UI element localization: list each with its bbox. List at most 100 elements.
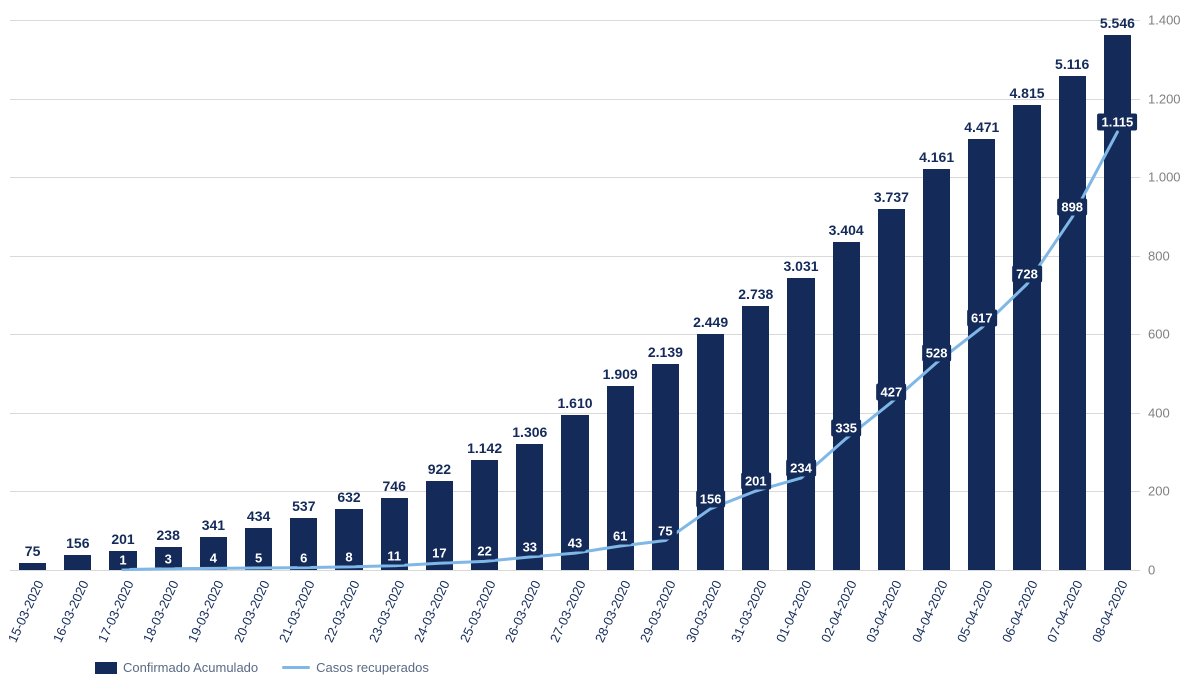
bar — [833, 242, 860, 570]
bar-value-label: 341 — [202, 517, 225, 533]
line-value-badge: 8 — [341, 548, 356, 565]
line-value-badge: 6 — [296, 549, 311, 566]
legend-label: Casos recuperados — [316, 660, 429, 675]
line-value-badge: 43 — [564, 535, 586, 552]
x-axis-tick-label: 05-04-2020 — [954, 578, 996, 645]
y-axis-tick-label: 1.200 — [1148, 91, 1181, 106]
x-axis-tick-label: 31-03-2020 — [728, 578, 770, 645]
bar-value-label: 632 — [337, 489, 360, 505]
x-axis-tick-label: 01-04-2020 — [773, 578, 815, 645]
line-value-badge: 617 — [967, 309, 997, 326]
line-value-badge: 11 — [383, 547, 405, 564]
line-value-badge: 1.115 — [1097, 113, 1137, 130]
gridline — [10, 20, 1140, 21]
bar-value-label: 4.161 — [919, 149, 954, 165]
line-value-badge: 898 — [1057, 199, 1087, 216]
bar-value-label: 3.737 — [874, 189, 909, 205]
x-axis-tick-label: 29-03-2020 — [637, 578, 679, 645]
bar-value-label: 4.471 — [964, 119, 999, 135]
x-axis-tick-label: 17-03-2020 — [95, 578, 137, 645]
y-axis-tick-label: 0 — [1148, 563, 1155, 578]
x-axis-tick-label: 28-03-2020 — [592, 578, 634, 645]
line-value-badge: 234 — [786, 460, 816, 477]
bar-value-label: 746 — [383, 478, 406, 494]
x-axis-tick-label: 20-03-2020 — [230, 578, 272, 645]
bar-value-label: 4.815 — [1009, 85, 1044, 101]
x-axis-tick-label: 27-03-2020 — [547, 578, 589, 645]
legend: Confirmado Acumulado Casos recuperados — [95, 660, 429, 675]
bar — [742, 306, 769, 570]
line-value-badge: 1 — [115, 551, 130, 568]
x-axis-tick-label: 15-03-2020 — [4, 578, 46, 645]
bar — [923, 169, 950, 571]
bar — [1013, 105, 1040, 570]
line-value-badge: 17 — [428, 545, 450, 562]
y-axis-tick-label: 1.400 — [1148, 13, 1181, 28]
x-axis-tick-label: 02-04-2020 — [818, 578, 860, 645]
x-axis-tick-label: 25-03-2020 — [456, 578, 498, 645]
legend-label: Confirmado Acumulado — [123, 660, 258, 675]
legend-swatch-bar-icon — [95, 662, 117, 674]
bar-value-label: 537 — [292, 498, 315, 514]
line-value-badge: 427 — [877, 384, 907, 401]
line-value-badge: 61 — [609, 528, 631, 545]
bar-value-label: 3.031 — [783, 258, 818, 274]
line-value-badge: 3 — [161, 550, 176, 567]
bar-value-label: 1.909 — [603, 366, 638, 382]
bar — [968, 139, 995, 570]
y-axis-tick-label: 1.000 — [1148, 170, 1181, 185]
bar-value-label: 5.116 — [1055, 56, 1089, 72]
x-axis-tick-label: 19-03-2020 — [185, 578, 227, 645]
bar-value-label: 5.546 — [1100, 15, 1135, 31]
line-value-badge: 156 — [696, 490, 726, 507]
x-axis-tick-label: 26-03-2020 — [502, 578, 544, 645]
line-value-badge: 33 — [519, 539, 541, 556]
bar — [652, 364, 679, 570]
bar-value-label: 1.610 — [557, 395, 592, 411]
x-axis-tick-label: 23-03-2020 — [366, 578, 408, 645]
bar-value-label: 156 — [66, 535, 89, 551]
plot-area: 751562012383414345376327469221.1421.3061… — [10, 20, 1140, 570]
bar-value-label: 238 — [157, 527, 180, 543]
line-value-badge: 201 — [741, 473, 771, 490]
y-axis-tick-label: 200 — [1148, 484, 1170, 499]
bar-value-label: 1.306 — [512, 424, 547, 440]
gridline — [10, 99, 1140, 100]
line-value-badge: 4 — [206, 550, 221, 567]
bar — [1059, 76, 1086, 570]
x-axis-tick-label: 21-03-2020 — [276, 578, 318, 645]
bar-value-label: 2.449 — [693, 314, 728, 330]
x-axis-tick-label: 06-04-2020 — [999, 578, 1041, 645]
bar-value-label: 1.142 — [467, 440, 502, 456]
line-value-badge: 335 — [831, 420, 861, 437]
bar-value-label: 201 — [111, 531, 134, 547]
gridline — [10, 570, 1140, 571]
x-axis-tick-label: 04-04-2020 — [908, 578, 950, 645]
x-axis-tick-label: 24-03-2020 — [411, 578, 453, 645]
legend-swatch-line-icon — [282, 666, 310, 669]
bar-value-label: 2.738 — [738, 286, 773, 302]
x-axis-tick-label: 22-03-2020 — [321, 578, 363, 645]
x-axis-tick-label: 07-04-2020 — [1044, 578, 1086, 645]
x-axis-tick-label: 16-03-2020 — [50, 578, 92, 645]
line-value-badge: 5 — [251, 550, 266, 567]
bar — [787, 278, 814, 570]
chart-container: 751562012383414345376327469221.1421.3061… — [0, 0, 1200, 675]
line-value-badge: 22 — [473, 543, 495, 560]
y-axis-tick-label: 800 — [1148, 248, 1170, 263]
y-axis-tick-label: 400 — [1148, 405, 1170, 420]
bar-value-label: 434 — [247, 508, 270, 524]
x-axis-tick-label: 18-03-2020 — [140, 578, 182, 645]
bar — [64, 555, 91, 570]
bar — [19, 563, 46, 570]
line-value-badge: 728 — [1012, 266, 1042, 283]
bar-value-label: 75 — [25, 543, 41, 559]
y-axis-tick-label: 600 — [1148, 327, 1170, 342]
legend-item-line: Casos recuperados — [282, 660, 429, 675]
bar-value-label: 922 — [428, 461, 451, 477]
x-axis-tick-label: 08-04-2020 — [1089, 578, 1131, 645]
x-axis-tick-label: 30-03-2020 — [682, 578, 724, 645]
legend-item-bars: Confirmado Acumulado — [95, 660, 258, 675]
bar-value-label: 3.404 — [829, 222, 864, 238]
line-value-badge: 528 — [922, 344, 952, 361]
